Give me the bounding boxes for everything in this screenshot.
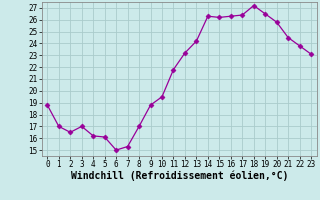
X-axis label: Windchill (Refroidissement éolien,°C): Windchill (Refroidissement éolien,°C) (70, 171, 288, 181)
